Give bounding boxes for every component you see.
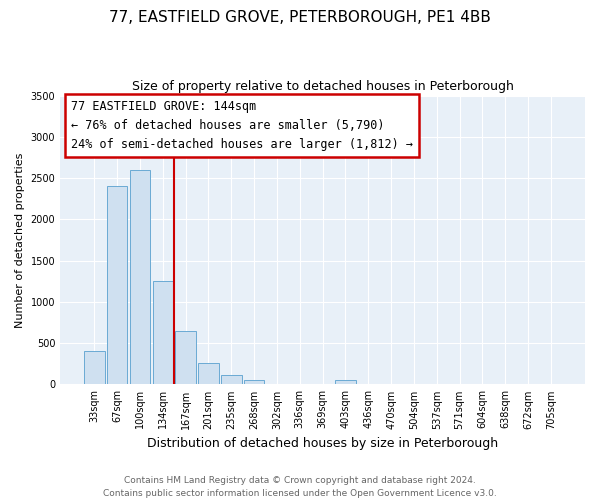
Text: Contains HM Land Registry data © Crown copyright and database right 2024.
Contai: Contains HM Land Registry data © Crown c…	[103, 476, 497, 498]
Bar	[107, 186, 127, 384]
Bar	[152, 282, 173, 385]
Text: 77 EASTFIELD GROVE: 144sqm
← 76% of detached houses are smaller (5,790)
24% of s: 77 EASTFIELD GROVE: 144sqm ← 76% of deta…	[71, 100, 413, 151]
Bar	[198, 363, 219, 384]
Bar	[84, 352, 104, 384]
Y-axis label: Number of detached properties: Number of detached properties	[15, 152, 25, 328]
X-axis label: Distribution of detached houses by size in Peterborough: Distribution of detached houses by size …	[147, 437, 498, 450]
Bar	[175, 331, 196, 384]
Bar	[335, 380, 356, 384]
Bar	[244, 380, 265, 384]
Text: 77, EASTFIELD GROVE, PETERBOROUGH, PE1 4BB: 77, EASTFIELD GROVE, PETERBOROUGH, PE1 4…	[109, 10, 491, 25]
Bar	[130, 170, 150, 384]
Bar	[221, 376, 242, 384]
Title: Size of property relative to detached houses in Peterborough: Size of property relative to detached ho…	[131, 80, 514, 93]
